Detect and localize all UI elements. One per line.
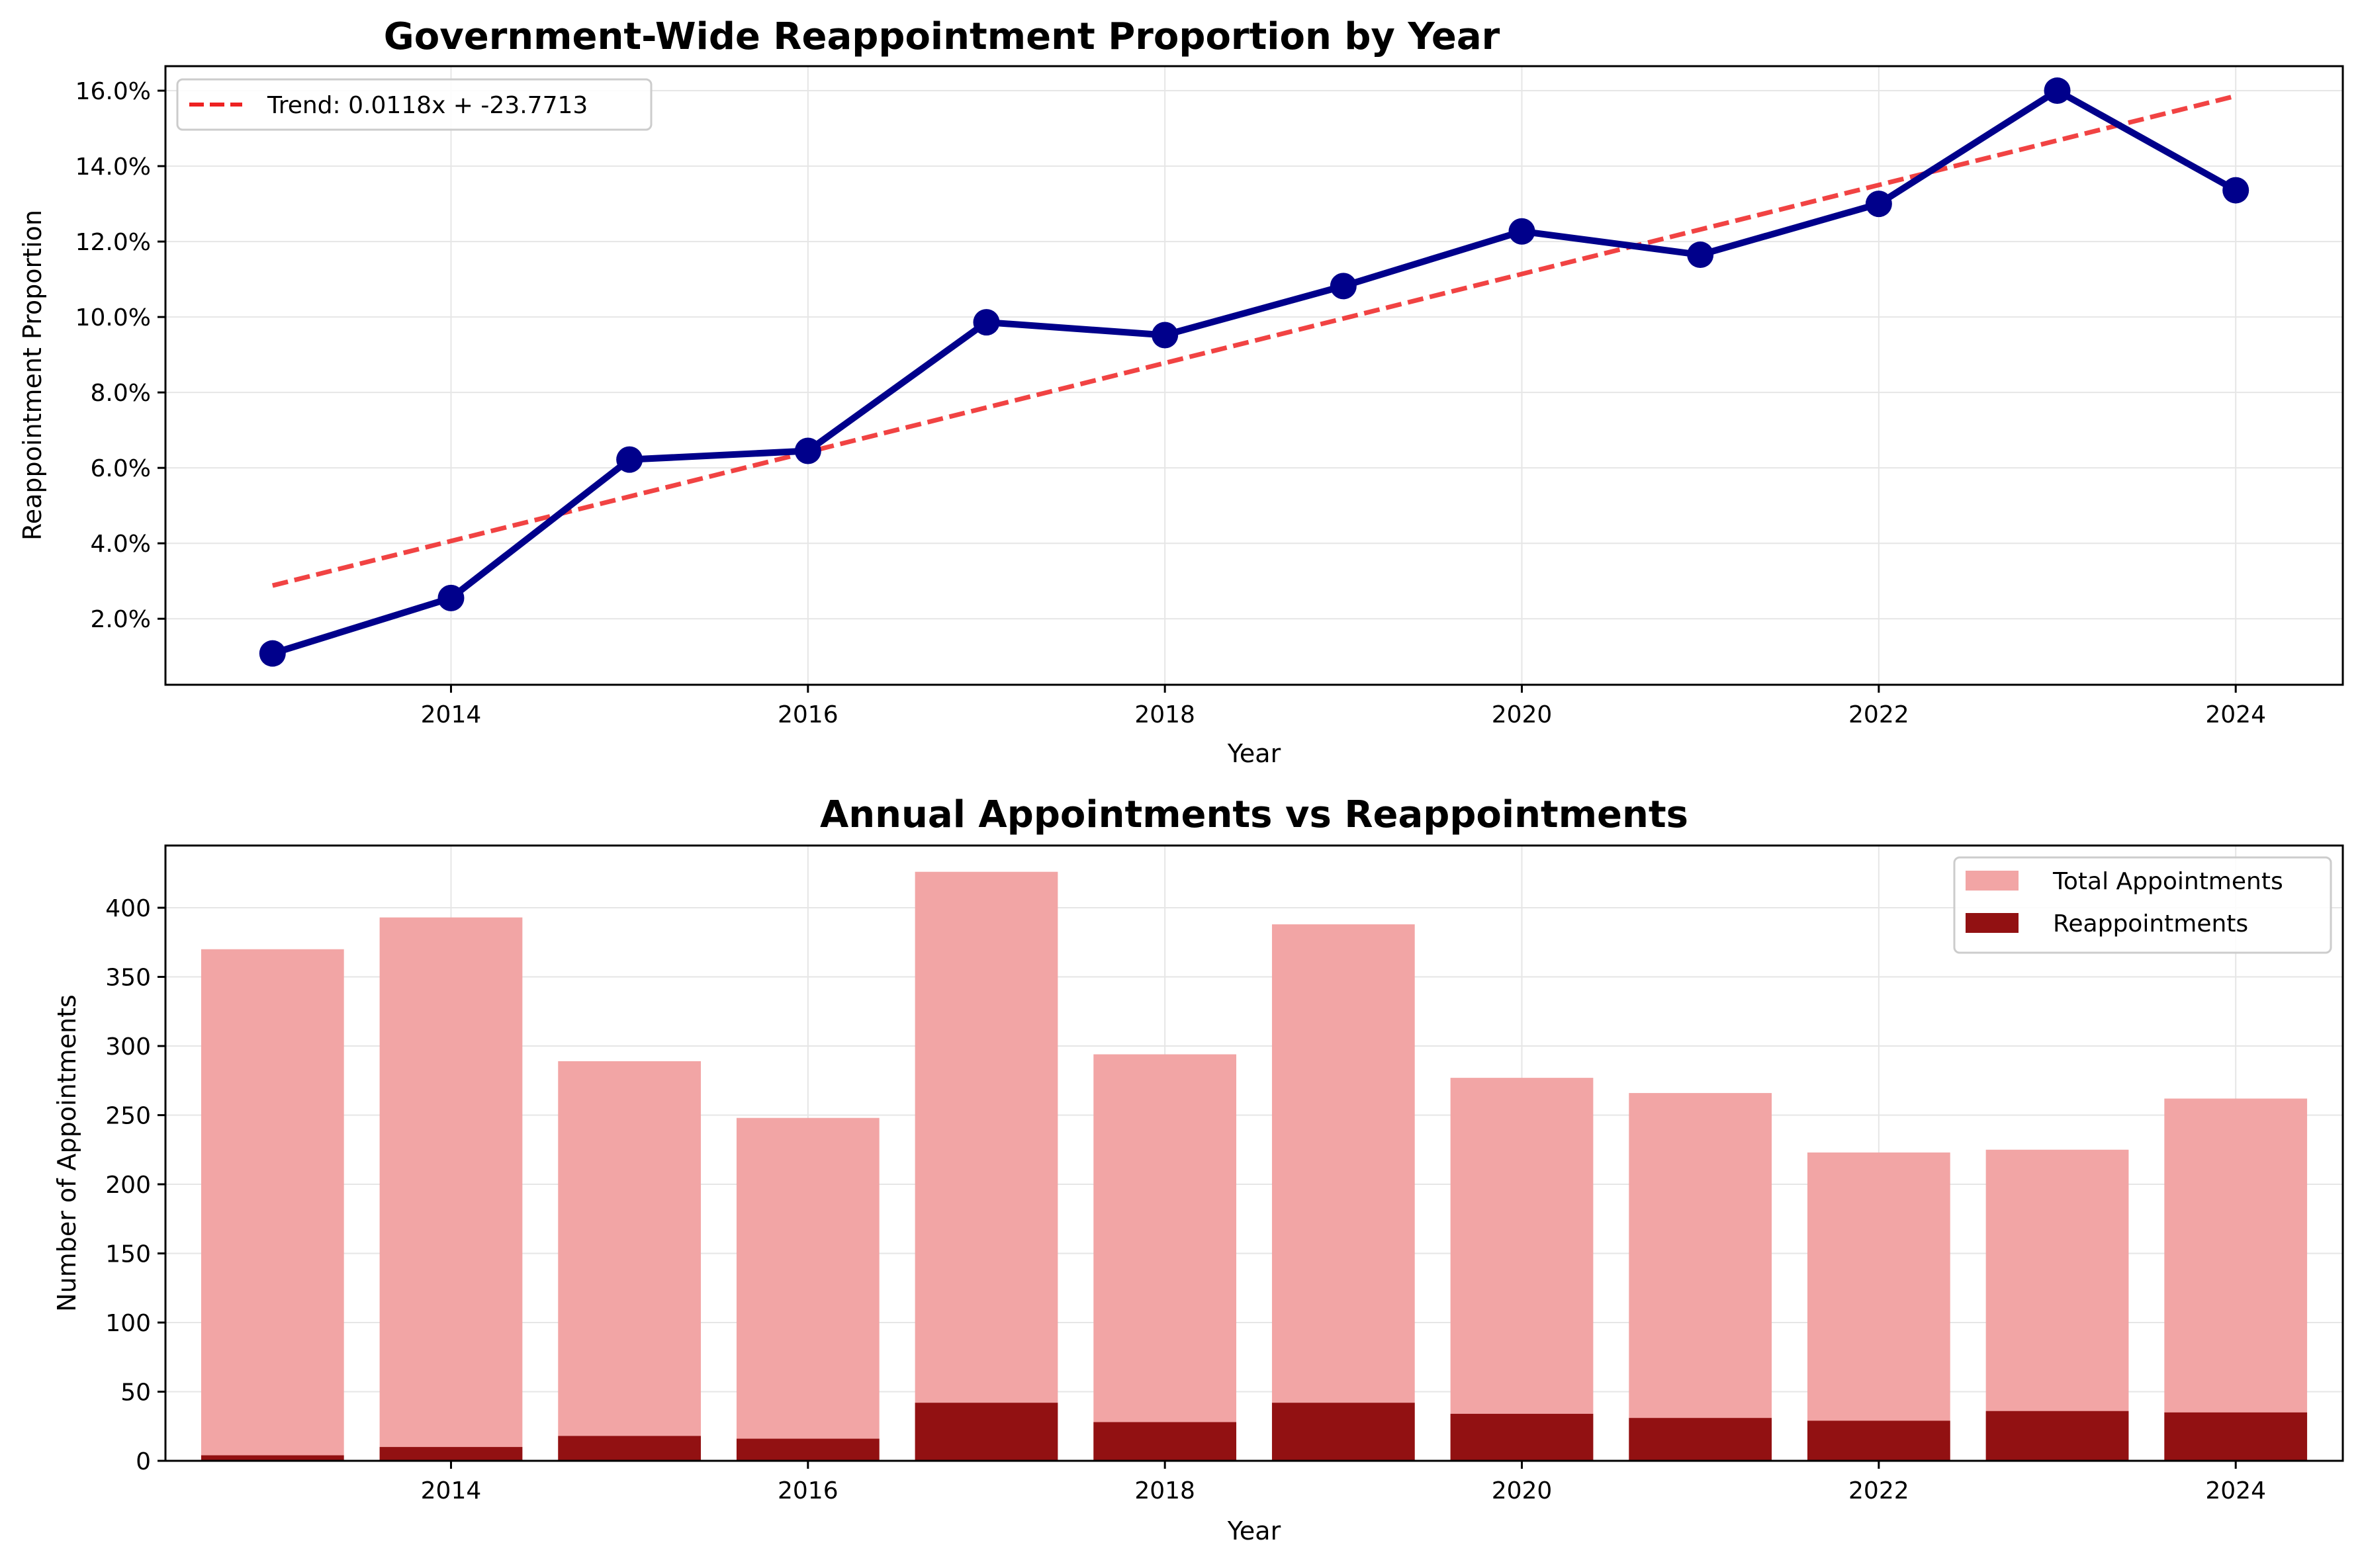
proportion-line-chart: Government-Wide Reappointment Proportion…	[18, 15, 2344, 768]
appointments-bar-chart: Annual Appointments vs Reappointments 20…	[52, 793, 2344, 1546]
axes-frame	[164, 844, 2344, 1462]
x-axis-ticks: 2014 2016 2018 2020 2022 2024	[421, 1461, 2266, 1504]
axes-frame	[164, 65, 2344, 686]
x-tick-label: 2018	[1134, 1477, 1195, 1504]
y-tick-label: 200	[105, 1172, 151, 1199]
chart-title: Government-Wide Reappointment Proportion…	[384, 15, 1500, 58]
data-point	[1508, 218, 1535, 245]
legend-label-trend: Trend: 0.0118x + -23.7713	[267, 92, 588, 119]
x-tick-label: 2018	[1134, 701, 1195, 728]
plot-area	[201, 871, 2308, 1461]
x-axis-ticks: 2014 2016 2018 2020 2022 2024	[421, 685, 2266, 728]
bar-reappointments	[1271, 1403, 1415, 1461]
bar-reappointments	[558, 1436, 702, 1461]
bar-reappointments	[1093, 1422, 1237, 1461]
data-point	[1865, 191, 1892, 218]
bar-total-appointments	[915, 871, 1058, 1461]
data-point	[794, 437, 821, 464]
x-tick-label: 2014	[421, 701, 482, 728]
y-tick-label: 4.0%	[91, 531, 151, 558]
bar-reappointments	[1629, 1418, 1772, 1461]
bar-total-appointments	[1985, 1149, 2129, 1461]
plot-area	[259, 77, 2249, 667]
y-tick-label: 150	[105, 1241, 151, 1268]
bar-reappointments	[1985, 1411, 2129, 1461]
bar-reappointments	[1807, 1420, 1950, 1461]
y-tick-label: 6.0%	[91, 455, 151, 482]
data-point	[437, 584, 465, 611]
bar-reappointments	[1450, 1413, 1594, 1461]
data-point	[973, 309, 1000, 336]
bar-reappointments	[915, 1403, 1058, 1461]
bar-reappointments	[2164, 1412, 2308, 1461]
bar-total-appointments	[1629, 1093, 1772, 1461]
proportion-line	[271, 87, 2238, 657]
bar-total-appointments	[1271, 924, 1415, 1461]
y-tick-label: 100	[105, 1310, 151, 1337]
y-tick-label: 12.0%	[75, 229, 151, 256]
x-tick-label: 2024	[2205, 1477, 2266, 1504]
data-point	[1330, 273, 1357, 300]
legend-reappointments-swatch	[1966, 913, 2019, 933]
legend-box	[176, 78, 653, 131]
y-tick-label: 350	[105, 965, 151, 992]
grid	[165, 66, 2343, 685]
legend-label-total: Total Appointments	[2052, 868, 2283, 895]
legend: Trend: 0.0118x + -23.7713	[176, 78, 653, 131]
x-tick-label: 2024	[2205, 701, 2266, 728]
x-tick-label: 2020	[1492, 1477, 1553, 1504]
y-tick-label: 300	[105, 1033, 151, 1061]
legend-label-reappointments: Reappointments	[2053, 910, 2248, 937]
x-tick-label: 2016	[778, 1477, 839, 1504]
x-axis-label: Year	[1227, 739, 1281, 768]
data-point	[2222, 177, 2249, 204]
y-tick-label: 400	[105, 895, 151, 922]
x-tick-label: 2022	[1848, 1477, 1909, 1504]
y-tick-label: 250	[105, 1103, 151, 1130]
legend: Total Appointments Reappointments	[1953, 856, 2332, 954]
data-point	[2044, 77, 2071, 105]
y-tick-label: 8.0%	[91, 380, 151, 407]
data-point	[259, 640, 286, 667]
data-point	[1152, 322, 1179, 349]
bar-reappointments	[736, 1438, 880, 1461]
y-axis-ticks: 2.0% 4.0% 6.0% 8.0% 10.0% 12.0% 14.0% 16.0%	[75, 78, 165, 633]
legend-box	[1953, 856, 2332, 954]
bar-total-appointments	[201, 949, 344, 1461]
y-axis-label: Reappointment Proportion	[18, 210, 47, 541]
y-tick-label: 50	[120, 1379, 151, 1407]
bar-reappointments	[379, 1447, 523, 1461]
bar-reappointments	[201, 1455, 344, 1461]
x-tick-label: 2016	[778, 701, 839, 728]
y-tick-label: 14.0%	[75, 153, 151, 181]
x-tick-label: 2022	[1848, 701, 1909, 728]
y-axis-ticks: 0 50 100 150 200 250 300 350 400	[105, 895, 165, 1475]
x-tick-label: 2014	[421, 1477, 482, 1504]
legend-total-swatch	[1966, 871, 2019, 891]
y-axis-label: Number of Appointments	[52, 994, 81, 1312]
x-tick-label: 2020	[1492, 701, 1553, 728]
bar-total-appointments	[379, 917, 523, 1461]
data-point	[1687, 241, 1714, 269]
y-tick-label: 0	[136, 1448, 151, 1475]
chart-title: Annual Appointments vs Reappointments	[820, 793, 1688, 836]
x-axis-label: Year	[1227, 1516, 1281, 1546]
bar-total-appointments	[558, 1061, 702, 1461]
y-tick-label: 10.0%	[75, 304, 151, 331]
y-tick-label: 16.0%	[75, 78, 151, 105]
y-tick-label: 2.0%	[91, 606, 151, 633]
bar-total-appointments	[1450, 1078, 1594, 1461]
bar-total-appointments	[736, 1117, 880, 1461]
data-point	[616, 446, 643, 473]
bar-total-appointments	[1093, 1054, 1237, 1461]
bar-total-appointments	[1807, 1152, 1950, 1461]
bar-total-appointments	[2164, 1098, 2308, 1461]
